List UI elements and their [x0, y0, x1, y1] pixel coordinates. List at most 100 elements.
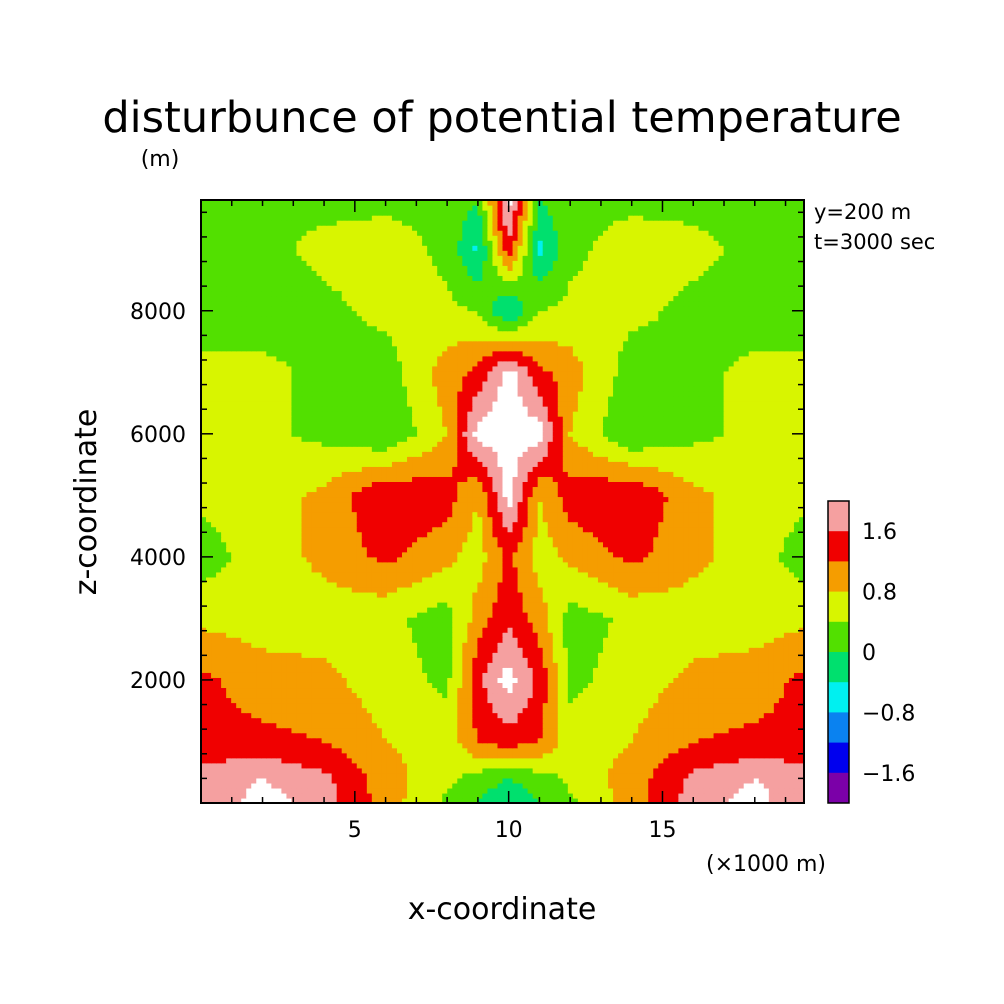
- contour-cell: [608, 722, 614, 729]
- contour-cell: [296, 712, 303, 719]
- contour-cell: [542, 797, 549, 803]
- contour-cell: [256, 602, 262, 608]
- contour-cell: [236, 667, 242, 673]
- contour-cell: [281, 787, 288, 794]
- contour-cell: [497, 647, 504, 653]
- contour-cell: [477, 732, 484, 739]
- contour-cell: [412, 772, 418, 779]
- contour-cell: [753, 602, 760, 608]
- contour-cell: [628, 642, 634, 648]
- contour-cell: [256, 787, 262, 794]
- contour-cell: [326, 662, 333, 668]
- contour-cell: [547, 617, 554, 623]
- contour-cell: [402, 642, 408, 648]
- contour-cell: [507, 602, 514, 608]
- contour-cell: [688, 682, 695, 689]
- contour-cell: [798, 602, 804, 608]
- contour-cell: [603, 662, 609, 668]
- contour-cell: [336, 692, 343, 699]
- contour-cell: [753, 672, 760, 678]
- contour-cell: [788, 662, 795, 668]
- contour-cell: [236, 647, 242, 653]
- contour-cell: [643, 667, 649, 673]
- contour-cell: [562, 672, 569, 678]
- contour-cell: [718, 647, 725, 653]
- contour-cell: [221, 777, 227, 784]
- contour-cell: [618, 787, 624, 794]
- contour-cell: [638, 687, 644, 694]
- contour-cell: [371, 702, 378, 709]
- contour-cell: [738, 697, 745, 704]
- contour-cell: [246, 596, 252, 603]
- contour-cell: [768, 752, 775, 759]
- contour-cell: [462, 677, 468, 683]
- contour-cell: [306, 747, 313, 754]
- contour-cell: [788, 782, 795, 789]
- contour-cell: [281, 757, 288, 764]
- contour-cell: [532, 732, 539, 739]
- contour-cell: [557, 637, 564, 643]
- contour-cell: [638, 612, 644, 618]
- contour-cell: [427, 632, 433, 638]
- contour-cell: [371, 797, 378, 803]
- contour-cell: [507, 662, 514, 668]
- contour-cell: [542, 591, 549, 598]
- contour-cell: [793, 612, 800, 618]
- contour-cell: [688, 602, 695, 608]
- contour-cell: [783, 602, 790, 608]
- contour-cell: [793, 702, 800, 709]
- contour-cell: [763, 667, 770, 673]
- contour-cell: [266, 707, 272, 714]
- contour-cell: [231, 687, 237, 694]
- contour-cell: [211, 617, 217, 623]
- contour-cell: [633, 747, 639, 754]
- contour-cell: [492, 692, 499, 699]
- contour-cell: [497, 797, 504, 803]
- contour-cell: [381, 652, 388, 658]
- contour-cell: [713, 732, 720, 739]
- contour-cell: [608, 662, 614, 668]
- contour-cell: [683, 702, 690, 709]
- contour-cell: [517, 797, 524, 803]
- contour-cell: [798, 632, 804, 638]
- contour-cell: [482, 782, 489, 789]
- contour-cell: [517, 672, 524, 678]
- contour-cell: [738, 692, 745, 699]
- contour-cell: [497, 652, 504, 658]
- contour-cell: [366, 727, 373, 734]
- contour-cell: [407, 717, 413, 724]
- contour-cell: [592, 757, 599, 764]
- contour-cell: [336, 637, 343, 643]
- contour-cell: [758, 707, 765, 714]
- contour-cell: [477, 702, 484, 709]
- contour-cell: [597, 637, 604, 643]
- contour-cell: [577, 792, 584, 799]
- contour-cell: [603, 707, 609, 714]
- contour-cell: [482, 702, 489, 709]
- contour-cell: [427, 657, 433, 663]
- contour-cell: [286, 782, 293, 789]
- contour-cell: [618, 722, 624, 729]
- contour-cell: [201, 737, 207, 744]
- contour-cell: [728, 627, 735, 633]
- contour-cell: [271, 762, 277, 769]
- contour-cell: [412, 602, 418, 608]
- contour-cell: [658, 596, 664, 603]
- contour-cell: [572, 622, 579, 628]
- contour-cell: [663, 682, 669, 689]
- contour-cell: [432, 637, 438, 643]
- contour-cell: [537, 742, 544, 749]
- contour-cell: [562, 782, 569, 789]
- contour-cell: [206, 777, 212, 784]
- contour-cell: [216, 672, 222, 678]
- contour-cell: [301, 732, 308, 739]
- contour-cell: [452, 762, 458, 769]
- contour-cell: [276, 612, 282, 618]
- contour-cell: [793, 627, 800, 633]
- contour-cell: [457, 712, 463, 719]
- contour-cell: [608, 762, 614, 769]
- contour-cell: [231, 642, 237, 648]
- contour-cell: [768, 727, 775, 734]
- contour-cell: [381, 722, 388, 729]
- contour-cell: [246, 677, 252, 683]
